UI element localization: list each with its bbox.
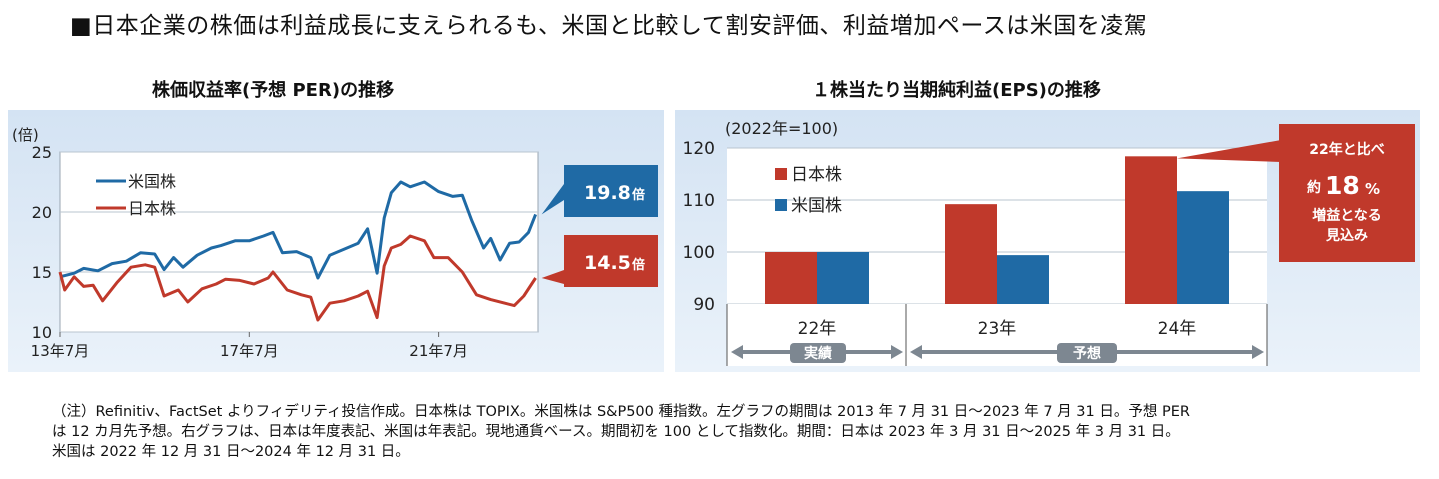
per-line-chart: (倍) 25 20 15 10 13年7月 17年7月 21年7月 米国株 日本株 19.…	[8, 110, 664, 372]
base-label: (2022年=100)	[725, 119, 838, 138]
y-tick-label: 100	[683, 243, 715, 263]
period-forecast-arrow: 予想	[910, 343, 1264, 363]
growth-line3: 増益となる	[1312, 207, 1382, 224]
series-line-us	[59, 180, 537, 280]
jp-callout-unit: 倍	[632, 257, 645, 273]
x-tick-label: 17年7月	[220, 342, 279, 360]
growth-line1: 22年と比べ	[1309, 141, 1384, 158]
growth-prefix: 約	[1307, 179, 1321, 196]
bar-us-2	[1177, 191, 1229, 304]
per-chart-panel: (倍) 25 20 15 10 13年7月 17年7月 21年7月 米国株 日本株 19.…	[8, 110, 664, 372]
legend-jp-label: 日本株	[128, 199, 176, 218]
growth-number: 18	[1325, 171, 1360, 200]
growth-line4: 見込み	[1325, 227, 1368, 244]
period-actual-arrow: 実績	[731, 343, 903, 363]
series-line-jp	[58, 234, 537, 322]
us-callout: 19.8 倍	[541, 165, 658, 217]
eps-chart-panel: (2022年=100) 120 110 100 90 22年 23年 24年 実績 予想 …	[675, 110, 1420, 372]
category-label: 23年	[978, 319, 1017, 339]
legend-jp-label: 日本株	[791, 165, 842, 185]
y-tick-label: 120	[683, 139, 715, 159]
jp-callout-value: 14.5	[584, 252, 631, 274]
legend-us-label: 米国株	[791, 196, 842, 216]
us-callout-unit: 倍	[632, 187, 645, 203]
footnote: （注）Refinitiv、FactSet よりフィデリティ投信作成。日本株は T…	[52, 402, 1412, 462]
growth-callout: 22年と比べ 約 18 % 増益となる 見込み	[1177, 124, 1415, 262]
category-label: 22年	[798, 319, 837, 339]
page-title: ■日本企業の株価は利益成長に支えられるも、米国と比較して割安評価、利益増加ペース…	[70, 13, 1148, 39]
jp-callout: 14.5 倍	[541, 235, 658, 287]
plot-area	[59, 151, 539, 333]
y-tick-label: 90	[693, 295, 715, 315]
y-tick-label: 10	[32, 323, 52, 342]
footnote-line-2: は 12 カ月先予想。右グラフは、日本は年度表記、米国は年表記。現地通貨ベース。…	[52, 424, 1180, 440]
y-tick-label: 25	[32, 143, 52, 162]
y-tick-label: 20	[32, 203, 52, 222]
legend-us-swatch	[775, 199, 787, 211]
bar-us-0	[817, 252, 869, 304]
bar-jp-2	[1125, 156, 1177, 304]
category-label: 24年	[1158, 319, 1197, 339]
y-unit-label: (倍)	[12, 126, 39, 144]
us-callout-value: 19.8	[584, 182, 631, 204]
left-chart-title: 株価収益率(予想 PER)の推移	[152, 80, 395, 101]
period-actual-label: 実績	[804, 345, 832, 362]
bar-jp-0	[765, 252, 817, 304]
right-chart-title: １株当たり当期純利益(EPS)の推移	[812, 80, 1101, 101]
footnote-line-3: 米国は 2022 年 12 月 31 日～2024 年 12 月 31 日。	[52, 444, 410, 460]
footnote-line-1: （注）Refinitiv、FactSet よりフィデリティ投信作成。日本株は T…	[52, 404, 1190, 420]
y-tick-label: 110	[683, 191, 715, 211]
bar-us-1	[997, 255, 1049, 304]
x-tick-label: 13年7月	[31, 342, 90, 360]
period-forecast-label: 予想	[1073, 345, 1101, 362]
legend-us-label: 米国株	[128, 172, 176, 191]
y-tick-label: 15	[32, 263, 52, 282]
x-tick-label: 21年7月	[409, 342, 468, 360]
bar-jp-1	[945, 204, 997, 304]
growth-suffix: %	[1365, 180, 1380, 198]
legend-jp-swatch	[775, 168, 787, 180]
